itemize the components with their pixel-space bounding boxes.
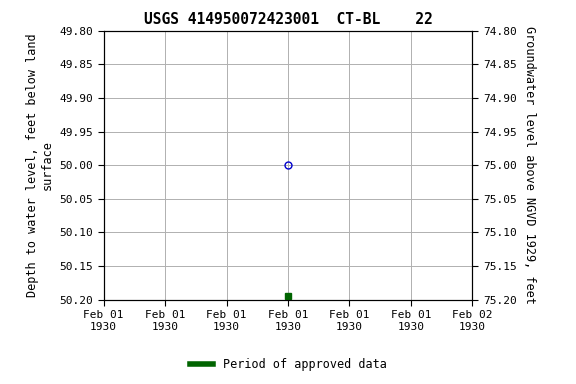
Y-axis label: Depth to water level, feet below land
surface: Depth to water level, feet below land su…	[26, 33, 54, 297]
Y-axis label: Groundwater level above NGVD 1929, feet: Groundwater level above NGVD 1929, feet	[523, 26, 536, 304]
Title: USGS 414950072423001  CT-BL    22: USGS 414950072423001 CT-BL 22	[143, 12, 433, 27]
Legend: Period of approved data: Period of approved data	[185, 354, 391, 376]
